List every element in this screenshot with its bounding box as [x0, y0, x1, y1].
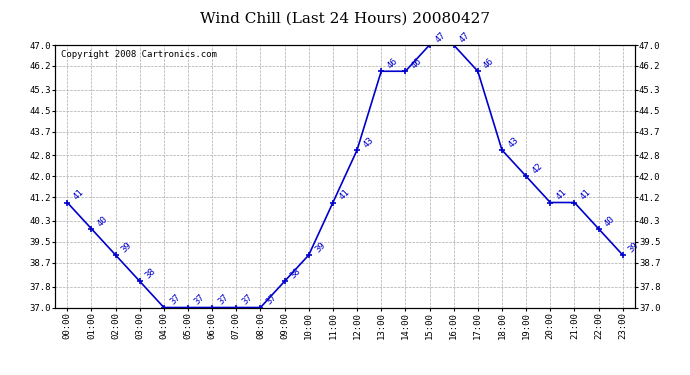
Text: 37: 37: [168, 293, 182, 307]
Text: 46: 46: [410, 57, 424, 70]
Text: 46: 46: [386, 57, 400, 70]
Text: 40: 40: [603, 214, 617, 228]
Text: 47: 47: [434, 30, 448, 44]
Text: 41: 41: [555, 188, 569, 202]
Text: 41: 41: [337, 188, 351, 202]
Text: 40: 40: [96, 214, 110, 228]
Text: 38: 38: [289, 267, 303, 280]
Text: Copyright 2008 Cartronics.com: Copyright 2008 Cartronics.com: [61, 50, 217, 59]
Text: 47: 47: [458, 30, 472, 44]
Text: 43: 43: [506, 135, 520, 149]
Text: 46: 46: [482, 57, 496, 70]
Text: 41: 41: [72, 188, 86, 202]
Text: 39: 39: [627, 240, 641, 254]
Text: 37: 37: [217, 293, 230, 307]
Text: 43: 43: [362, 135, 375, 149]
Text: 39: 39: [120, 240, 134, 254]
Text: 37: 37: [265, 293, 279, 307]
Text: 38: 38: [144, 267, 158, 280]
Text: 37: 37: [193, 293, 206, 307]
Text: 42: 42: [531, 162, 544, 176]
Text: 39: 39: [313, 240, 327, 254]
Text: 37: 37: [241, 293, 255, 307]
Text: 41: 41: [579, 188, 593, 202]
Text: Wind Chill (Last 24 Hours) 20080427: Wind Chill (Last 24 Hours) 20080427: [200, 11, 490, 25]
